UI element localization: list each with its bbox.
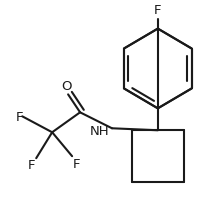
- Text: NH: NH: [89, 125, 109, 138]
- Text: F: F: [28, 159, 35, 172]
- Text: O: O: [61, 80, 71, 93]
- Text: F: F: [16, 111, 23, 124]
- Text: F: F: [73, 158, 80, 171]
- Text: F: F: [153, 4, 161, 17]
